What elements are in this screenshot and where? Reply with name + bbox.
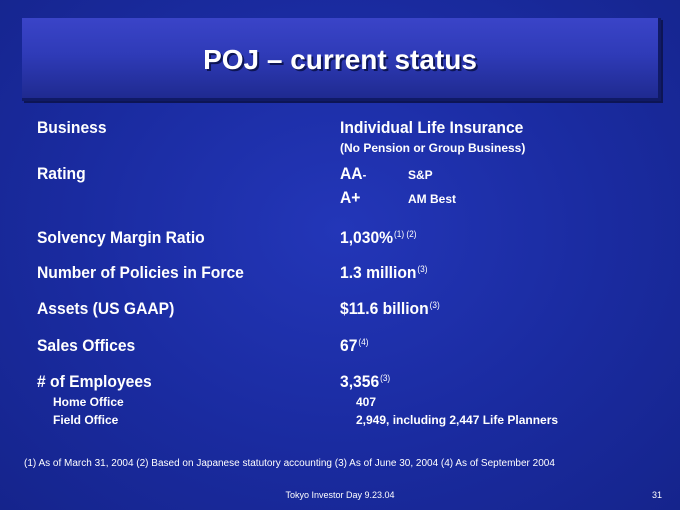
rating-agency-2: AM Best [408,192,457,206]
rating-grade-1-suffix: - [362,168,367,182]
policies-value: 1.3 million(3) [340,263,428,283]
solvency-value: 1,030%(1) (2) [340,228,417,248]
home-office-label: Home Office [53,395,124,409]
slide-title: POJ – current status [203,44,477,75]
sales-ref: (4) [358,337,369,347]
field-office-value: 2,949, including 2,447 Life Planners [356,413,559,427]
employees-value: 3,356(3) [340,372,390,392]
business-note: (No Pension or Group Business) [340,141,526,155]
title-bar: POJ – current status [22,18,661,101]
rating-agency-1: S&P [408,168,433,182]
solvency-label: Solvency Margin Ratio [37,228,205,247]
policies-number: 1.3 million [340,263,417,282]
business-label: Business [37,118,107,137]
assets-label: Assets (US GAAP) [37,299,175,318]
assets-value: $11.6 billion(3) [340,299,440,319]
home-office-value: 407 [356,395,377,409]
policies-label: Number of Policies in Force [37,263,244,282]
employees-ref: (3) [380,373,391,383]
policies-ref: (3) [417,264,428,274]
page-number: 31 [651,490,662,500]
solvency-number: 1,030% [340,228,394,247]
solvency-ref: (1) (2) [393,229,417,239]
assets-ref: (3) [429,300,440,310]
rating-grade-1-value: AA [340,164,363,183]
employees-number: 3,356 [340,372,380,391]
footnote: (1) As of March 31, 2004 (2) Based on Ja… [24,458,555,469]
sales-number: 67 [340,336,358,355]
business-value: Individual Life Insurance [340,118,524,137]
field-office-label: Field Office [53,413,119,427]
sales-label: Sales Offices [37,336,136,355]
rating-grade-2: A+ [340,188,361,207]
footer-event: Tokyo Investor Day 9.23.04 [285,490,395,500]
assets-number: $11.6 billion [340,299,429,318]
rating-grade-1: AA- [340,164,366,184]
rating-label: Rating [37,164,86,183]
employees-label: # of Employees [37,372,152,391]
sales-value: 67(4) [340,336,368,356]
